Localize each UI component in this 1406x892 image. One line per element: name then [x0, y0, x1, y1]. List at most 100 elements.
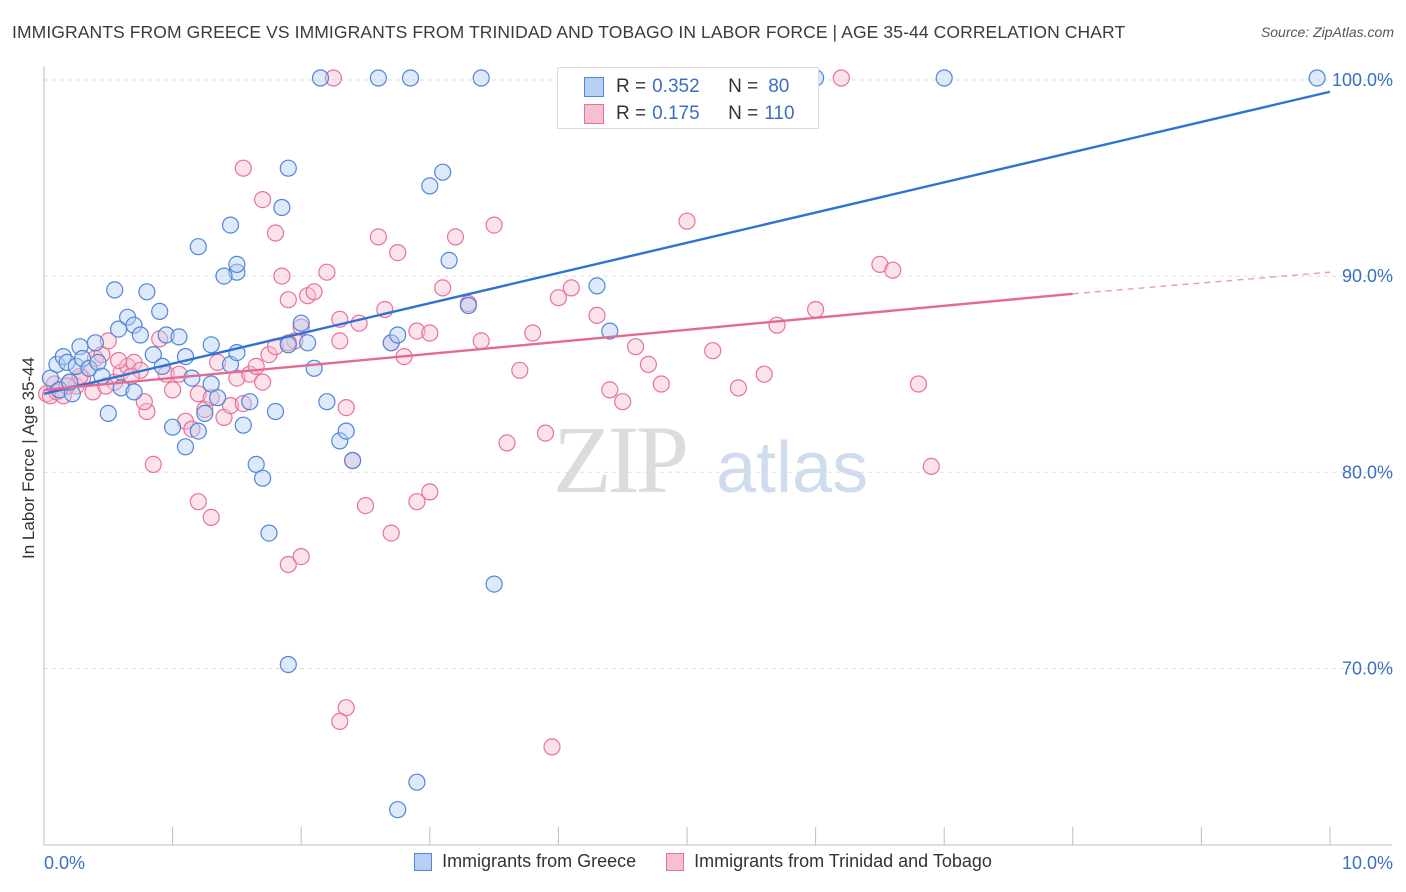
greece-point	[86, 334, 105, 352]
greece-point	[389, 326, 407, 344]
legend-item-trinidad[interactable]: Immigrants from Trinidad and Tobago	[666, 851, 992, 872]
legend-label-trinidad: Immigrants from Trinidad and Tobago	[694, 851, 992, 871]
stats-row-greece: R = 0.352 N = 80	[584, 76, 789, 98]
greece-point	[472, 69, 490, 87]
watermark-zip: ZIP	[553, 406, 686, 513]
trinidad-point	[247, 357, 265, 375]
greece-point	[389, 801, 407, 819]
greece-point	[331, 432, 349, 450]
greece-trend-line	[43, 90, 1331, 395]
series-trinidad-points	[37, 69, 940, 756]
trinidad-point	[832, 69, 850, 87]
greece-point	[196, 404, 214, 422]
trinidad-point	[498, 434, 516, 452]
trinidad-point	[614, 393, 632, 411]
trinidad-point	[221, 397, 240, 415]
y-tick-label: 80.0%	[1342, 462, 1393, 482]
greece-point	[254, 469, 272, 487]
greece-point	[369, 69, 387, 87]
trinidad-point	[234, 159, 252, 177]
n-label: N =	[728, 76, 759, 97]
y-tick-label: 100.0%	[1332, 70, 1393, 90]
n-value: 80	[768, 76, 790, 97]
trinidad-point	[331, 332, 349, 350]
trinidad-trend-line	[43, 292, 1073, 392]
trinidad-point	[292, 318, 310, 336]
r-value: 0.352	[652, 76, 700, 97]
trinidad-point	[704, 342, 722, 360]
tick-labels: 70.0% 80.0% 90.0% 100.0% 0.0% 10.0%	[44, 70, 1393, 873]
stats-row-trinidad: R = 0.175 N = 110	[584, 103, 795, 125]
greece-point	[176, 438, 195, 456]
greece-point	[279, 655, 297, 674]
trinidad-point	[922, 457, 940, 475]
r-value: 0.175	[652, 103, 700, 124]
trinidad-point	[511, 361, 529, 379]
trinidad-point	[305, 283, 323, 301]
greece-point	[279, 336, 297, 354]
greece-point	[164, 418, 182, 436]
greece-point	[41, 369, 60, 387]
greece-swatch	[414, 852, 433, 871]
series-legend: Immigrants from Greece Immigrants from T…	[0, 851, 1406, 872]
greece-point	[318, 393, 336, 411]
greece-point	[106, 281, 124, 299]
trinidad-point	[202, 389, 220, 407]
trinidad-point	[729, 379, 748, 397]
trinidad-point	[254, 191, 272, 209]
greece-point	[440, 251, 458, 269]
legend-item-greece[interactable]: Immigrants from Greece	[414, 851, 636, 872]
greece-point	[138, 283, 156, 301]
greece-point	[183, 369, 201, 387]
trinidad-point	[266, 224, 285, 242]
greece-point	[157, 326, 175, 344]
trinidad-point	[549, 289, 568, 307]
trinidad-point	[254, 373, 272, 391]
greece-point	[401, 69, 420, 87]
greece-point	[215, 267, 233, 285]
trinidad-point	[279, 291, 297, 309]
greece-point	[247, 455, 265, 473]
greece-point	[601, 322, 619, 340]
greece-point	[935, 69, 953, 87]
watermark: ZIP atlas	[553, 406, 868, 513]
greece-point	[421, 177, 439, 195]
greece-point	[209, 389, 227, 407]
chart-title: IMMIGRANTS FROM GREECE VS IMMIGRANTS FRO…	[12, 22, 1126, 42]
trinidad-swatch	[584, 104, 604, 124]
n-value: 110	[764, 103, 795, 124]
trinidad-point	[755, 365, 773, 383]
greece-point	[279, 159, 297, 177]
trinidad-point	[279, 555, 297, 574]
trinidad-point	[408, 322, 426, 340]
x-tick-label: 10.0%	[1342, 853, 1393, 873]
greece-point	[260, 524, 278, 542]
trinidad-point	[356, 497, 375, 515]
greece-point	[273, 198, 291, 217]
greece-point	[80, 359, 98, 377]
trinidad-point	[209, 353, 227, 371]
greece-point	[344, 451, 362, 470]
greece-point	[241, 393, 259, 411]
trinidad-point	[543, 738, 561, 756]
n-label: N =	[728, 103, 759, 124]
greece-point	[588, 277, 606, 295]
trinidad-point	[109, 351, 128, 370]
greece-swatch	[584, 77, 604, 97]
greece-point	[1308, 69, 1326, 87]
trinidad-point	[485, 216, 503, 234]
trinidad-point	[144, 455, 162, 473]
greece-point	[125, 383, 143, 401]
trinidad-point	[189, 493, 207, 511]
greece-point	[434, 163, 452, 181]
greece-point	[125, 316, 143, 334]
stats-legend: R = 0.352 N = 80 R = 0.175 N = 110	[557, 67, 819, 129]
trinidad-point	[434, 279, 452, 297]
greece-point	[189, 422, 207, 440]
greece-point	[228, 255, 246, 273]
trinidad-point	[408, 493, 426, 511]
trinidad-point	[318, 263, 336, 281]
trinidad-point	[678, 212, 696, 230]
greece-point	[299, 334, 317, 352]
